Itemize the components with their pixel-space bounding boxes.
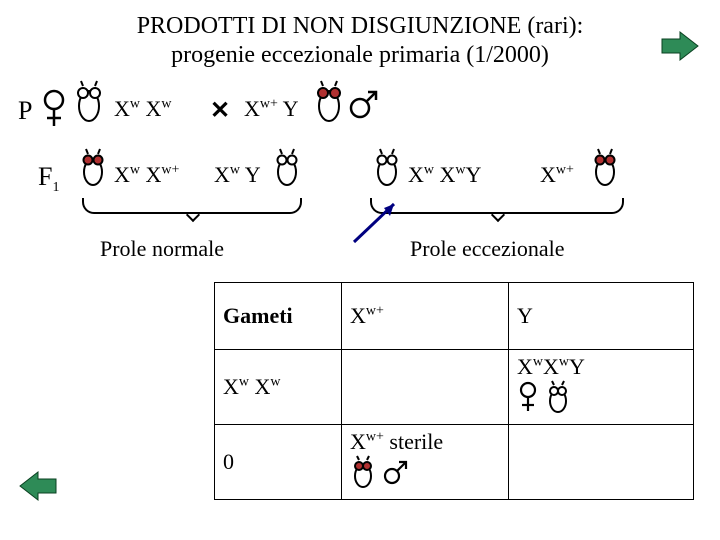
fly-icon-f1-b — [272, 148, 302, 193]
table-rowhead-2: 0 — [215, 425, 342, 500]
brace-exceptional — [370, 198, 624, 214]
title-line1: PRODOTTI DI NON DISGIUNZIONE (rari): — [137, 13, 584, 39]
generation-label-p: P — [18, 96, 32, 126]
fly-icon-f1-a — [78, 148, 108, 193]
male-symbol-p — [348, 88, 380, 125]
cross-symbol: ✕ — [210, 96, 230, 125]
pointer-arrow-icon — [348, 194, 408, 253]
gamete-table: Gameti Xw+ Y Xw Xw XwXwY 0 Xw+ sterile — [214, 282, 694, 500]
female-symbol-cell — [517, 381, 539, 419]
generation-label-f1: F1 — [38, 162, 59, 196]
table-rowhead-1: Xw Xw — [215, 350, 342, 425]
caption-normal: Prole normale — [100, 236, 224, 262]
male-symbol-cell — [382, 458, 410, 492]
genotype-f1-d: Xw+ — [540, 162, 574, 188]
table-header-col2: Y — [509, 283, 694, 350]
fly-icon-f1-c — [372, 148, 402, 193]
female-symbol-p — [40, 88, 68, 135]
slide-title: PRODOTTI DI NON DISGIUNZIONE (rari): pro… — [0, 0, 720, 70]
fly-icon-f1-d — [590, 148, 620, 193]
caption-exceptional: Prole eccezionale — [410, 236, 565, 262]
table-header-col1: Xw+ — [342, 283, 509, 350]
next-arrow-button[interactable] — [660, 30, 698, 60]
genotype-p-male: Xw+ Y — [244, 96, 298, 122]
brace-normal — [82, 198, 302, 214]
fly-icon-cell-r2c1 — [350, 455, 376, 495]
genotype-f1-c: Xw XwY — [408, 162, 481, 188]
p-letter: P — [18, 96, 32, 125]
prev-arrow-button[interactable] — [18, 470, 56, 500]
title-line2: progenie eccezionale primaria (1/2000) — [171, 42, 549, 68]
table-cell-r1c1 — [342, 350, 509, 425]
genotype-p-female: Xw Xw — [114, 96, 172, 122]
fly-icon-cell-r1c2 — [545, 380, 571, 420]
table-cell-r2c1: Xw+ sterile — [342, 425, 509, 500]
genotype-f1-b: Xw Y — [214, 162, 261, 188]
table-header-gameti: Gameti — [215, 283, 342, 350]
table-cell-r2c2 — [509, 425, 694, 500]
fly-icon-p-male — [312, 80, 346, 129]
fly-icon-p-female — [72, 80, 106, 129]
table-cell-r1c2: XwXwY — [509, 350, 694, 425]
sterile-label: sterile — [389, 429, 443, 454]
genotype-f1-a: Xw Xw+ — [114, 162, 179, 188]
